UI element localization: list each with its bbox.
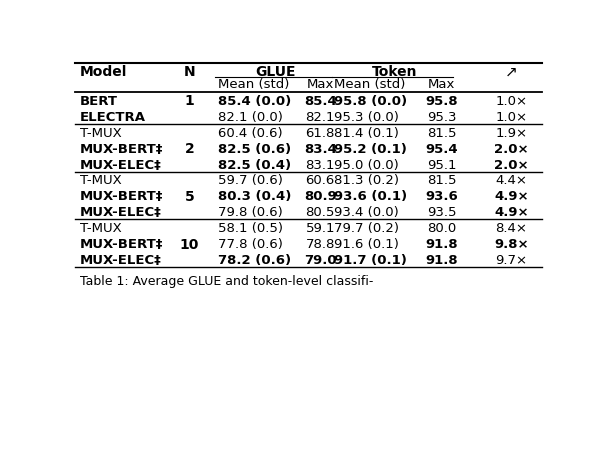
Text: 81.3 (0.2): 81.3 (0.2) — [334, 174, 399, 188]
Text: 93.5: 93.5 — [427, 206, 456, 219]
Text: 95.8: 95.8 — [425, 95, 458, 108]
Text: MUX-ELEC‡: MUX-ELEC‡ — [80, 254, 162, 267]
Text: 59.1: 59.1 — [305, 222, 335, 235]
Text: 78.8: 78.8 — [305, 238, 335, 251]
Text: 10: 10 — [180, 237, 199, 252]
Text: Max: Max — [428, 78, 455, 91]
Text: 82.1 (0.0): 82.1 (0.0) — [217, 111, 282, 124]
Text: 85.4: 85.4 — [304, 95, 337, 108]
Text: 4.9×: 4.9× — [494, 190, 529, 203]
Text: Token: Token — [372, 65, 418, 79]
Text: 80.0: 80.0 — [427, 222, 456, 235]
Text: Table 1: Average GLUE and token-level classifi-: Table 1: Average GLUE and token-level cl… — [80, 275, 373, 288]
Text: MUX-BERT‡: MUX-BERT‡ — [80, 190, 163, 203]
Text: GLUE: GLUE — [256, 65, 296, 79]
Text: T-MUX: T-MUX — [80, 222, 122, 235]
Text: 93.6 (0.1): 93.6 (0.1) — [334, 190, 408, 203]
Text: 1.9×: 1.9× — [495, 127, 527, 140]
Text: 78.2 (0.6): 78.2 (0.6) — [217, 254, 291, 267]
Text: 80.5: 80.5 — [305, 206, 335, 219]
Text: 60.6: 60.6 — [306, 174, 335, 188]
Text: 93.6: 93.6 — [425, 190, 458, 203]
Text: 93.4 (0.0): 93.4 (0.0) — [334, 206, 399, 219]
Text: 83.4: 83.4 — [304, 143, 337, 156]
Text: 59.7 (0.6): 59.7 (0.6) — [217, 174, 282, 188]
Text: 4.4×: 4.4× — [495, 174, 527, 188]
Text: 60.4 (0.6): 60.4 (0.6) — [217, 127, 282, 140]
Text: 82.5 (0.6): 82.5 (0.6) — [217, 143, 291, 156]
Text: 1.0×: 1.0× — [495, 111, 527, 124]
Text: 4.9×: 4.9× — [494, 206, 529, 219]
Text: 2.0×: 2.0× — [494, 158, 529, 172]
Text: Mean (std): Mean (std) — [334, 78, 406, 91]
Text: 83.1: 83.1 — [305, 158, 335, 172]
Text: 91.8: 91.8 — [425, 254, 458, 267]
Text: 91.6 (0.1): 91.6 (0.1) — [334, 238, 399, 251]
Text: MUX-ELEC‡: MUX-ELEC‡ — [80, 158, 162, 172]
Text: 82.5 (0.4): 82.5 (0.4) — [217, 158, 291, 172]
Text: BERT: BERT — [80, 95, 118, 108]
Text: Max: Max — [306, 78, 334, 91]
Text: 95.8 (0.0): 95.8 (0.0) — [334, 95, 408, 108]
Text: 81.5: 81.5 — [427, 127, 456, 140]
Text: 79.0: 79.0 — [304, 254, 337, 267]
Text: T-MUX: T-MUX — [80, 127, 122, 140]
Text: 80.3 (0.4): 80.3 (0.4) — [217, 190, 291, 203]
Text: 95.0 (0.0): 95.0 (0.0) — [334, 158, 399, 172]
Text: 79.8 (0.6): 79.8 (0.6) — [217, 206, 282, 219]
Text: Mean (std): Mean (std) — [217, 78, 289, 91]
Text: 2.0×: 2.0× — [494, 143, 529, 156]
Text: 81.4 (0.1): 81.4 (0.1) — [334, 127, 399, 140]
Text: 91.7 (0.1): 91.7 (0.1) — [334, 254, 407, 267]
Text: 58.1 (0.5): 58.1 (0.5) — [217, 222, 282, 235]
Text: 9.7×: 9.7× — [495, 254, 527, 267]
Text: 95.3: 95.3 — [427, 111, 456, 124]
Text: 79.7 (0.2): 79.7 (0.2) — [334, 222, 399, 235]
Text: MUX-ELEC‡: MUX-ELEC‡ — [80, 206, 162, 219]
Text: 95.4: 95.4 — [425, 143, 458, 156]
Text: 80.9: 80.9 — [304, 190, 337, 203]
Text: 91.8: 91.8 — [425, 238, 458, 251]
Text: 85.4 (0.0): 85.4 (0.0) — [217, 95, 291, 108]
Text: 8.4×: 8.4× — [495, 222, 527, 235]
Text: T-MUX: T-MUX — [80, 174, 122, 188]
Text: 82.1: 82.1 — [305, 111, 335, 124]
Text: 81.5: 81.5 — [427, 174, 456, 188]
Text: 95.1: 95.1 — [427, 158, 456, 172]
Text: ELECTRA: ELECTRA — [80, 111, 146, 124]
Text: 61.8: 61.8 — [305, 127, 335, 140]
Text: 95.2 (0.1): 95.2 (0.1) — [334, 143, 407, 156]
Text: MUX-BERT‡: MUX-BERT‡ — [80, 143, 163, 156]
Text: 1: 1 — [185, 94, 194, 109]
Text: MUX-BERT‡: MUX-BERT‡ — [80, 238, 163, 251]
Text: 2: 2 — [185, 142, 194, 156]
Text: 95.3 (0.0): 95.3 (0.0) — [334, 111, 399, 124]
Text: 5: 5 — [185, 190, 194, 204]
Text: ↗: ↗ — [505, 64, 518, 79]
Text: Model: Model — [80, 65, 127, 79]
Text: N: N — [184, 65, 196, 79]
Text: 77.8 (0.6): 77.8 (0.6) — [217, 238, 282, 251]
Text: 9.8×: 9.8× — [494, 238, 529, 251]
Text: 1.0×: 1.0× — [495, 95, 527, 108]
